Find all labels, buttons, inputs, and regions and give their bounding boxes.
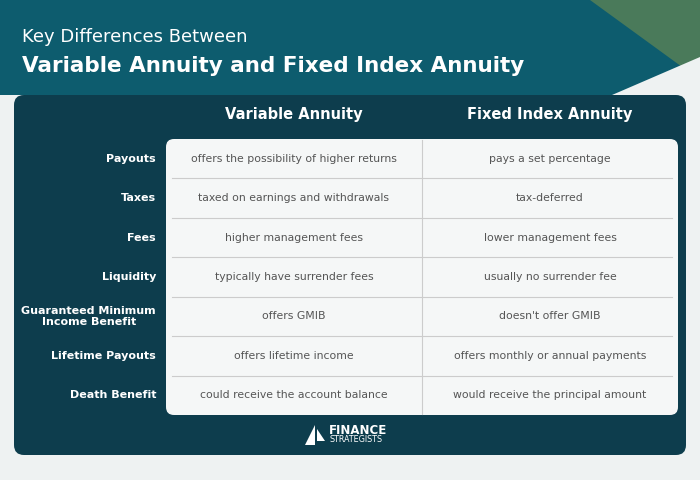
Text: offers monthly or annual payments: offers monthly or annual payments bbox=[454, 351, 646, 361]
Text: Guaranteed Minimum
Income Benefit: Guaranteed Minimum Income Benefit bbox=[22, 306, 156, 327]
Text: Fees: Fees bbox=[127, 233, 156, 242]
Text: Key Differences Between: Key Differences Between bbox=[22, 28, 248, 46]
Text: Lifetime Payouts: Lifetime Payouts bbox=[51, 351, 156, 361]
Polygon shape bbox=[590, 0, 700, 80]
Text: STRATEGISTS: STRATEGISTS bbox=[329, 435, 382, 444]
Text: would receive the principal amount: would receive the principal amount bbox=[454, 390, 647, 400]
FancyBboxPatch shape bbox=[0, 0, 700, 95]
Polygon shape bbox=[317, 429, 325, 441]
Text: Taxes: Taxes bbox=[121, 193, 156, 203]
Text: FINANCE: FINANCE bbox=[329, 424, 387, 437]
FancyBboxPatch shape bbox=[14, 95, 686, 455]
Text: offers GMIB: offers GMIB bbox=[262, 312, 326, 322]
Text: offers the possibility of higher returns: offers the possibility of higher returns bbox=[191, 154, 397, 164]
Text: Fixed Index Annuity: Fixed Index Annuity bbox=[468, 108, 633, 122]
Text: pays a set percentage: pays a set percentage bbox=[489, 154, 611, 164]
Polygon shape bbox=[575, 57, 700, 95]
Text: Payouts: Payouts bbox=[106, 154, 156, 164]
Text: taxed on earnings and withdrawals: taxed on earnings and withdrawals bbox=[199, 193, 389, 203]
Text: higher management fees: higher management fees bbox=[225, 233, 363, 242]
Text: Variable Annuity: Variable Annuity bbox=[225, 108, 363, 122]
Text: Death Benefit: Death Benefit bbox=[69, 390, 156, 400]
Text: lower management fees: lower management fees bbox=[484, 233, 617, 242]
Polygon shape bbox=[305, 425, 315, 445]
Text: Variable Annuity and Fixed Index Annuity: Variable Annuity and Fixed Index Annuity bbox=[22, 56, 524, 76]
Text: offers lifetime income: offers lifetime income bbox=[234, 351, 354, 361]
Text: tax-deferred: tax-deferred bbox=[516, 193, 584, 203]
Text: Liquidity: Liquidity bbox=[102, 272, 156, 282]
FancyBboxPatch shape bbox=[166, 139, 678, 415]
Text: could receive the account balance: could receive the account balance bbox=[200, 390, 388, 400]
Text: usually no surrender fee: usually no surrender fee bbox=[484, 272, 617, 282]
Text: doesn't offer GMIB: doesn't offer GMIB bbox=[499, 312, 601, 322]
Text: typically have surrender fees: typically have surrender fees bbox=[215, 272, 373, 282]
